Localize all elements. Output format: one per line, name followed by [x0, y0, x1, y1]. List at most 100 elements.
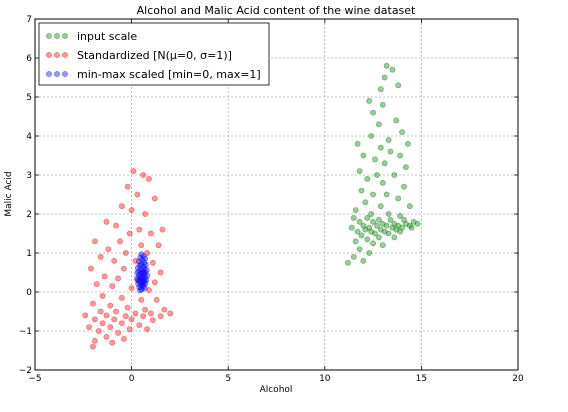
legend-marker: [54, 33, 60, 39]
data-point: [364, 236, 371, 243]
y-tick-label: 6: [26, 54, 32, 64]
data-point: [377, 86, 384, 93]
data-point: [113, 308, 119, 315]
data-point: [149, 317, 156, 323]
data-point: [101, 273, 108, 280]
data-point: [356, 218, 363, 225]
data-point: [374, 222, 380, 229]
data-point: [381, 160, 388, 167]
data-point: [124, 304, 131, 311]
data-point: [399, 129, 405, 135]
data-point: [132, 310, 139, 317]
legend-marker: [62, 71, 68, 77]
data-point: [92, 238, 98, 245]
data-point: [383, 222, 390, 229]
data-point: [88, 265, 94, 272]
data-point: [141, 285, 148, 291]
data-point: [345, 259, 351, 266]
data-point: [140, 172, 147, 178]
data-point: [103, 218, 110, 225]
plot-frame: [34, 18, 519, 371]
data-point: [153, 296, 160, 303]
data-point: [142, 306, 148, 313]
data-point: [372, 230, 378, 237]
data-point: [364, 175, 371, 182]
legend-marker: [62, 52, 68, 58]
data-point: [383, 62, 390, 69]
y-tick-label: 3: [26, 171, 32, 181]
data-point: [128, 207, 135, 213]
y-tick-label: 4: [26, 132, 32, 142]
data-point: [115, 329, 121, 336]
data-point: [157, 269, 164, 276]
data-point: [383, 191, 390, 198]
series-2: [134, 251, 151, 294]
data-points: [82, 62, 421, 350]
data-point: [374, 172, 380, 178]
data-point: [128, 285, 135, 291]
data-point: [109, 283, 116, 289]
legend-label: Standardized [N(μ=0, σ=1)]: [77, 49, 232, 62]
data-point: [372, 156, 378, 163]
data-point: [379, 101, 386, 108]
data-point: [128, 316, 135, 323]
data-point: [159, 226, 166, 233]
data-point: [368, 211, 375, 217]
data-point: [370, 218, 376, 225]
data-point: [352, 238, 359, 245]
data-point: [122, 250, 129, 256]
data-point: [149, 259, 156, 266]
data-point: [126, 230, 133, 237]
y-tick-label: −2: [19, 366, 32, 376]
data-point: [151, 279, 158, 286]
data-point: [356, 168, 363, 174]
data-point: [370, 191, 376, 198]
data-point: [368, 133, 375, 139]
data-point: [414, 220, 421, 227]
data-point: [136, 322, 143, 328]
data-point: [402, 164, 409, 171]
data-point: [393, 117, 400, 124]
data-point: [115, 275, 121, 282]
data-point: [92, 316, 98, 323]
data-point: [99, 320, 106, 327]
x-tick-label: 15: [416, 374, 427, 384]
legend-marker: [46, 33, 52, 39]
data-point: [354, 228, 361, 235]
data-point: [356, 246, 363, 252]
data-point: [92, 337, 98, 344]
data-point: [93, 281, 100, 288]
data-point: [375, 121, 382, 128]
legend-box: [38, 22, 270, 86]
data-point: [117, 238, 123, 245]
data-point: [86, 324, 92, 330]
x-tick-label: −5: [28, 374, 41, 384]
x-tick-label: 0: [129, 374, 135, 384]
data-point: [370, 240, 376, 247]
data-point: [151, 195, 158, 202]
data-point: [404, 140, 411, 147]
data-point: [167, 310, 174, 317]
data-point: [113, 222, 119, 229]
data-point: [103, 312, 110, 319]
data-point: [362, 226, 369, 233]
data-point: [366, 250, 373, 256]
data-point: [134, 191, 141, 198]
data-point: [397, 152, 403, 159]
data-point: [155, 242, 162, 249]
y-axis-label: Malic Acid: [4, 171, 14, 216]
data-point: [381, 74, 388, 81]
data-point: [387, 148, 394, 155]
legend: input scale Standardized [N(μ=0, σ=1)] min…: [38, 22, 270, 86]
data-point: [137, 287, 143, 294]
data-point: [121, 265, 127, 272]
data-point: [401, 183, 407, 190]
data-point: [132, 257, 139, 264]
data-point: [82, 312, 89, 319]
data-point: [97, 253, 104, 260]
legend-label: input scale: [77, 30, 137, 43]
y-tick-label: 1: [26, 249, 32, 259]
y-tick-label: −1: [19, 327, 32, 337]
legend-marker: [46, 71, 52, 77]
y-tick-label: 5: [26, 93, 32, 103]
